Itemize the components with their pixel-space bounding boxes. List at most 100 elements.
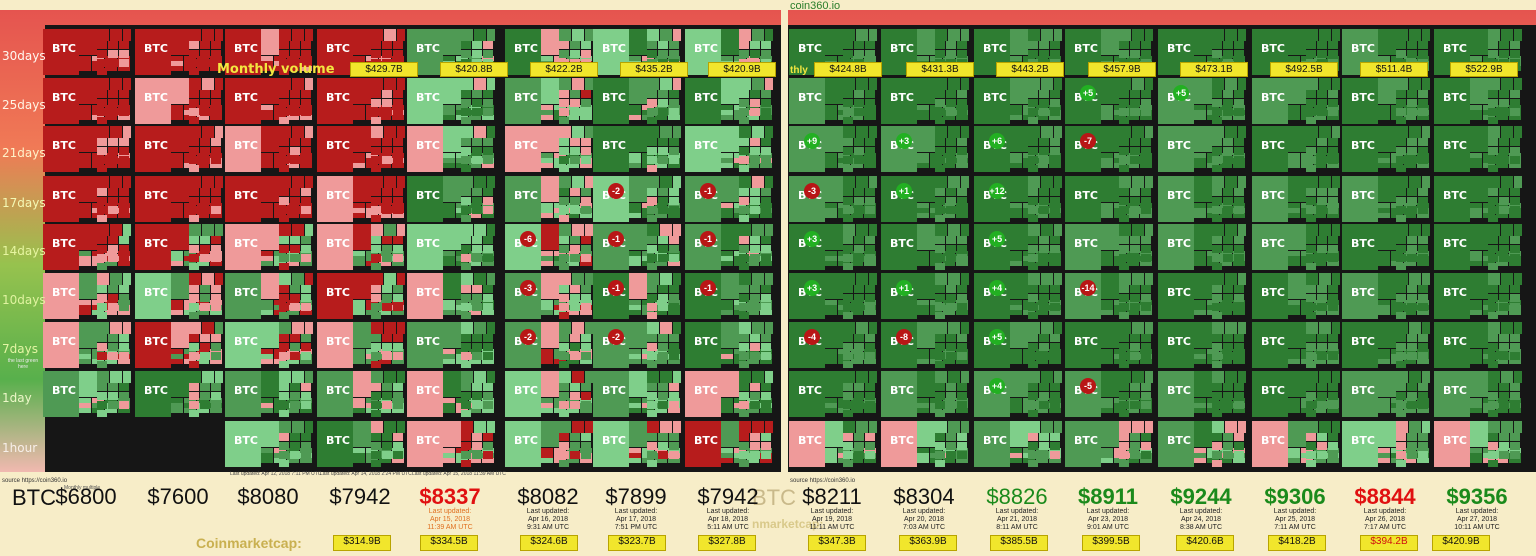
btc-block[interactable] (1158, 224, 1194, 270)
alt-coin-block[interactable] (1233, 310, 1245, 315)
alt-coin-block[interactable] (1233, 349, 1245, 354)
small-coin-block[interactable] (559, 442, 569, 450)
small-coin-block[interactable] (854, 99, 864, 107)
alt-coin-block[interactable] (851, 349, 863, 354)
eth-block[interactable] (917, 273, 935, 299)
eth-block[interactable] (825, 273, 843, 299)
alt-coin-block[interactable] (469, 458, 481, 463)
btc-block[interactable] (225, 176, 261, 222)
alt-coin-block[interactable] (1332, 273, 1340, 285)
alt-coin-block[interactable] (1010, 349, 1022, 354)
small-coin-block[interactable] (957, 138, 967, 146)
alt-coin-block[interactable] (469, 203, 481, 208)
alt-coin-block[interactable] (838, 349, 850, 354)
alt-coin-block[interactable] (1396, 126, 1408, 138)
alt-coin-block[interactable] (1220, 203, 1232, 208)
small-coin-block[interactable] (843, 312, 853, 319)
alt-coin-block[interactable] (721, 300, 733, 305)
alt-coin-block[interactable] (279, 224, 291, 236)
alt-coin-block[interactable] (92, 300, 104, 305)
alt-coin-block[interactable] (1114, 300, 1126, 305)
small-coin-block[interactable] (1130, 451, 1140, 459)
small-coin-block[interactable] (461, 197, 471, 205)
alt-coin-block[interactable] (79, 163, 91, 168)
small-coin-block[interactable] (559, 188, 569, 196)
small-coin-block[interactable] (843, 117, 853, 124)
small-coin-block[interactable] (1510, 442, 1520, 450)
small-coin-block[interactable] (108, 138, 118, 146)
alt-coin-block[interactable] (171, 153, 183, 158)
alt-coin-block[interactable] (300, 153, 312, 158)
small-coin-block[interactable] (1141, 90, 1151, 98)
small-coin-block[interactable] (1039, 303, 1049, 311)
small-coin-block[interactable] (301, 59, 311, 67)
alt-coin-block[interactable] (1132, 224, 1144, 236)
small-coin-block[interactable] (1141, 294, 1151, 302)
alt-coin-block[interactable] (392, 213, 404, 218)
btc-block[interactable] (317, 224, 353, 270)
alt-coin-block[interactable] (443, 300, 455, 305)
alt-coin-block[interactable] (353, 163, 365, 168)
btc-block[interactable] (407, 421, 443, 467)
small-coin-block[interactable] (211, 343, 221, 351)
alt-coin-block[interactable] (1049, 163, 1061, 168)
alt-coin-block[interactable] (305, 371, 313, 383)
small-coin-block[interactable] (750, 99, 760, 107)
small-coin-block[interactable] (1028, 294, 1038, 302)
alt-coin-block[interactable] (105, 153, 117, 158)
alt-coin-block[interactable] (825, 115, 837, 120)
small-coin-block[interactable] (946, 294, 956, 302)
alt-coin-block[interactable] (105, 261, 117, 266)
alt-coin-block[interactable] (917, 256, 929, 261)
small-coin-block[interactable] (1418, 334, 1428, 342)
small-coin-block[interactable] (1223, 138, 1233, 146)
alt-coin-block[interactable] (629, 300, 641, 305)
small-coin-block[interactable] (1488, 361, 1498, 368)
small-coin-block[interactable] (461, 156, 471, 164)
alt-coin-block[interactable] (647, 371, 659, 383)
eth-block[interactable] (353, 176, 371, 202)
small-coin-block[interactable] (1039, 343, 1049, 351)
btc-block[interactable] (135, 371, 171, 417)
alt-coin-block[interactable] (585, 78, 593, 90)
small-coin-block[interactable] (1141, 285, 1151, 293)
alt-coin-block[interactable] (1145, 371, 1153, 383)
small-coin-block[interactable] (382, 401, 392, 409)
alt-coin-block[interactable] (261, 56, 273, 61)
small-coin-block[interactable] (1039, 442, 1049, 450)
small-coin-block[interactable] (935, 99, 945, 107)
alt-coin-block[interactable] (92, 203, 104, 208)
alt-coin-block[interactable] (469, 153, 481, 158)
alt-coin-block[interactable] (1488, 126, 1500, 138)
small-coin-block[interactable] (1039, 236, 1049, 244)
alt-coin-block[interactable] (105, 66, 117, 71)
eth-block[interactable] (353, 224, 371, 250)
heatmap-tile[interactable]: BTC (317, 371, 405, 417)
small-coin-block[interactable] (1119, 392, 1129, 400)
small-coin-block[interactable] (1234, 334, 1244, 342)
alt-coin-block[interactable] (1010, 163, 1022, 168)
alt-coin-block[interactable] (118, 310, 130, 315)
small-coin-block[interactable] (1499, 343, 1509, 351)
alt-coin-block[interactable] (469, 105, 481, 110)
alt-coin-block[interactable] (935, 78, 947, 90)
alt-coin-block[interactable] (655, 261, 667, 266)
small-coin-block[interactable] (647, 197, 657, 205)
small-coin-block[interactable] (1396, 294, 1406, 302)
small-coin-block[interactable] (1488, 138, 1498, 146)
heatmap-tile[interactable]: BTC (593, 126, 681, 172)
alt-coin-block[interactable] (668, 398, 680, 403)
alt-coin-block[interactable] (864, 448, 876, 453)
alt-coin-block[interactable] (1140, 105, 1152, 110)
small-coin-block[interactable] (669, 188, 679, 196)
alt-coin-block[interactable] (760, 163, 772, 168)
alt-coin-block[interactable] (1140, 203, 1152, 208)
small-coin-block[interactable] (371, 165, 381, 172)
alt-coin-block[interactable] (443, 213, 455, 218)
small-coin-block[interactable] (1119, 285, 1129, 293)
small-coin-block[interactable] (1488, 41, 1498, 49)
alt-coin-block[interactable] (851, 310, 863, 315)
alt-coin-block[interactable] (210, 408, 222, 413)
alt-coin-block[interactable] (171, 354, 183, 359)
alt-coin-block[interactable] (961, 126, 969, 138)
